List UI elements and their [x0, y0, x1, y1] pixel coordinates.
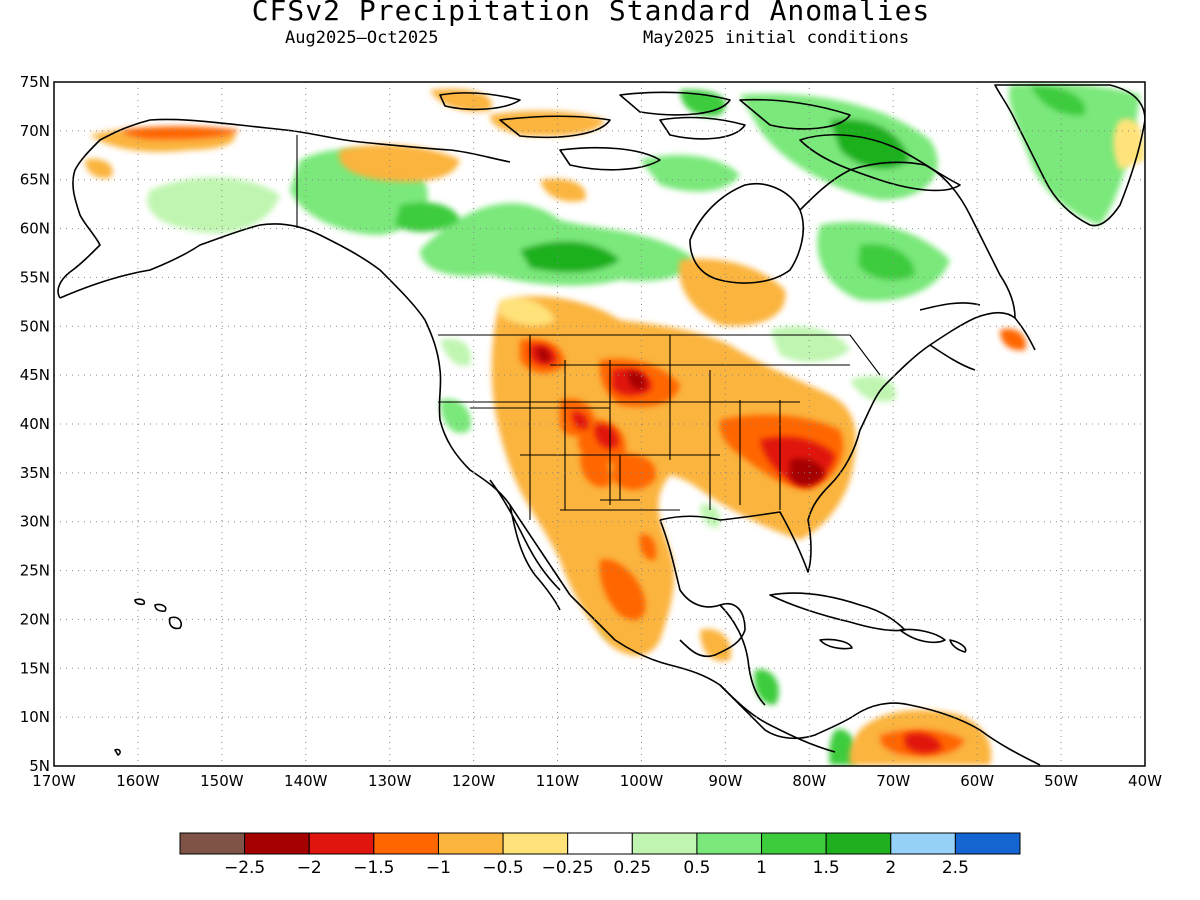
longitude-tick-label: 100W [620, 772, 664, 790]
latitude-tick-label: 70N [20, 122, 50, 140]
forecast-period: Aug2025–Oct2025 [285, 28, 439, 48]
longitude-tick-label: 140W [284, 772, 328, 790]
colorbar-label: 2 [885, 858, 896, 878]
colorbar-label: −0.25 [542, 858, 594, 878]
longitude-tick-label: 90W [708, 772, 742, 790]
colorbar-label: −2.5 [224, 858, 265, 878]
colorbar-swatch [567, 832, 633, 855]
colorbar-swatch [244, 832, 310, 855]
latitude-tick-label: 10N [20, 708, 50, 726]
latitude-tick-label: 30N [20, 513, 50, 531]
colorbar-swatch [308, 832, 375, 855]
colorbar-swatch [373, 832, 439, 855]
lat-lon-grid [54, 82, 1145, 766]
colorbar [179, 832, 1021, 855]
longitude-tick-label: 170W [32, 772, 76, 790]
longitude-tick-label: 70W [876, 772, 910, 790]
colorbar-label: 0.5 [683, 858, 710, 878]
colorbar-swatch [179, 832, 246, 855]
colorbar-swatch [954, 832, 1021, 855]
colorbar-swatch [761, 832, 827, 855]
latitude-tick-label: 75N [20, 73, 50, 91]
latitude-tick-label: 40N [20, 415, 50, 433]
colorbar-swatch [696, 832, 763, 855]
latitude-tick-label: 50N [20, 317, 50, 335]
longitude-tick-label: 80W [792, 772, 826, 790]
initial-conditions: May2025 initial conditions [643, 28, 910, 48]
latitude-tick-label: 55N [20, 268, 50, 286]
longitude-tick-label: 60W [960, 772, 994, 790]
latitude-labels: 5N 10N 15N 20N 25N 30N 35N 40N 45N 50N 55N 60N 65N 70… [20, 73, 50, 775]
colorbar-swatch [890, 832, 956, 855]
coastlines [57, 84, 1145, 766]
map-title: CFSv2 Precipitation Standard Anomalies [251, 0, 931, 27]
colorbar-label: −1 [426, 858, 451, 878]
longitude-tick-label: 150W [200, 772, 244, 790]
latitude-tick-label: 35N [20, 464, 50, 482]
latitude-tick-label: 5N [29, 757, 50, 775]
colorbar-label: −0.5 [482, 858, 523, 878]
longitude-tick-label: 120W [452, 772, 496, 790]
political-boundaries [296, 135, 881, 520]
longitude-tick-label: 50W [1044, 772, 1078, 790]
colorbar-swatch [631, 832, 698, 855]
latitude-tick-label: 15N [20, 659, 50, 677]
longitude-tick-label: 160W [116, 772, 160, 790]
colorbar-label: 0.25 [613, 858, 651, 878]
longitude-tick-label: 110W [536, 772, 580, 790]
colorbar-swatch [825, 832, 892, 855]
colorbar-label: 2.5 [942, 858, 969, 878]
map-frame [53, 81, 1146, 767]
colorbar-label: −2 [297, 858, 322, 878]
anomaly-field [54, 82, 1145, 766]
longitude-tick-label: 40W [1128, 772, 1162, 790]
colorbar-label: 1 [756, 858, 767, 878]
latitude-tick-label: 45N [20, 366, 50, 384]
latitude-tick-label: 20N [20, 610, 50, 628]
colorbar-swatch [437, 832, 504, 855]
colorbar-label: −1.5 [353, 858, 394, 878]
latitude-tick-label: 65N [20, 171, 50, 189]
latitude-tick-label: 25N [20, 562, 50, 580]
latitude-tick-label: 60N [20, 220, 50, 238]
longitude-tick-label: 130W [368, 772, 412, 790]
colorbar-labels: −2.5 −2 −1.5 −1 −0.5 −0.25 0.25 0.5 1 1.5 2 2.5 [224, 858, 969, 878]
colorbar-swatch [502, 832, 569, 855]
colorbar-label: 1.5 [813, 858, 840, 878]
longitude-labels: 170W 160W 150W 140W 130W 120W 110W 100W 90W 80W 70… [32, 772, 1162, 790]
